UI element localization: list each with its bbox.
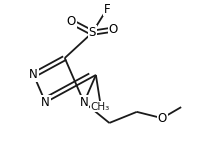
Text: O: O xyxy=(158,112,167,125)
Text: O: O xyxy=(109,23,118,36)
Text: S: S xyxy=(89,26,96,39)
Text: N: N xyxy=(29,68,38,82)
Text: O: O xyxy=(67,15,76,28)
Text: N: N xyxy=(80,96,88,109)
Text: F: F xyxy=(104,3,110,15)
Text: CH₃: CH₃ xyxy=(91,102,110,112)
Text: N: N xyxy=(41,96,50,109)
